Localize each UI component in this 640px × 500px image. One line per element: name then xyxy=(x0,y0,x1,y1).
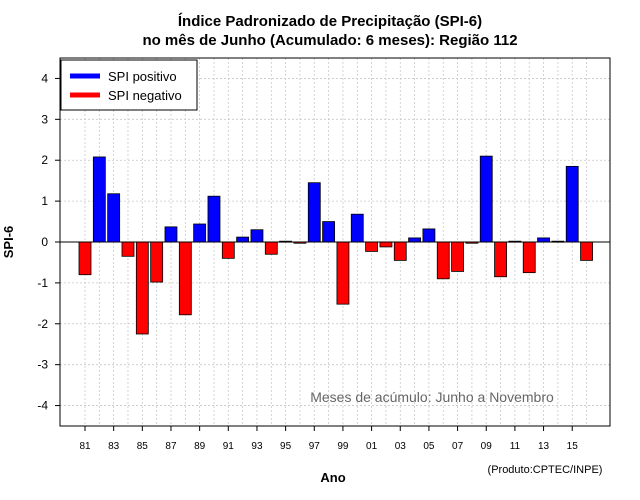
x-tick-label: 99 xyxy=(337,441,349,452)
chart-title-line2: no mês de Junho (Acumulado: 6 meses): Re… xyxy=(142,32,517,49)
y-tick-label: -3 xyxy=(37,358,48,372)
x-tick-label: 81 xyxy=(79,441,91,452)
x-tick-label: 93 xyxy=(251,441,263,452)
x-tick-label: 87 xyxy=(165,441,177,452)
legend: SPI positivo SPI negativo xyxy=(60,59,198,111)
x-tick-label: 05 xyxy=(423,441,435,452)
x-tick-label: 11 xyxy=(510,441,521,452)
x-tick-label: 13 xyxy=(538,441,550,452)
x-tick-label: 85 xyxy=(137,441,149,452)
y-tick-label: 0 xyxy=(41,235,48,249)
bar-1990 xyxy=(207,195,221,243)
bar-2004 xyxy=(408,237,421,243)
bar-1988 xyxy=(178,241,192,316)
y-tick-label: -4 xyxy=(37,399,48,413)
bars-group xyxy=(78,155,593,335)
bar-1982 xyxy=(92,156,106,243)
bar-1984 xyxy=(121,241,135,257)
x-tick-label: 83 xyxy=(108,441,120,452)
legend-box xyxy=(60,59,198,111)
bar-2012 xyxy=(522,241,536,274)
y-axis-label: SPI-6 xyxy=(1,226,16,259)
bar-1987 xyxy=(164,226,178,243)
x-axis-label: Ano xyxy=(320,470,345,485)
bar-2015 xyxy=(565,165,579,243)
chart-title-line1: Índice Padronizado de Precipitação (SPI-… xyxy=(178,13,482,30)
y-tick-label: 4 xyxy=(41,71,48,85)
bar-2005 xyxy=(422,228,436,243)
x-axis: 81 83 85 87 89 91 93 95 97 99 01 03 05 07 09 11 13 15 xyxy=(79,426,578,452)
legend-negative-label: SPI negativo xyxy=(108,88,182,103)
accumulation-note: Meses de acúmulo: Junho a Novembro xyxy=(310,389,554,405)
bar-1997 xyxy=(307,182,321,243)
x-tick-label: 07 xyxy=(452,441,464,452)
y-tick-label: 2 xyxy=(41,153,48,167)
x-tick-label: 97 xyxy=(309,441,321,452)
bar-2013 xyxy=(537,237,550,243)
x-tick-label: 03 xyxy=(395,441,407,452)
x-tick-label: 91 xyxy=(223,441,235,452)
bar-2001 xyxy=(365,241,379,252)
y-tick-label: 3 xyxy=(41,112,48,126)
bar-2007 xyxy=(451,241,464,272)
bar-1999 xyxy=(336,241,350,305)
x-tick-label: 15 xyxy=(567,441,579,452)
x-tick-label: 95 xyxy=(280,441,292,452)
bar-2006 xyxy=(436,241,450,280)
bar-1989 xyxy=(193,223,207,243)
bar-1985 xyxy=(135,241,149,335)
bar-1991 xyxy=(221,241,235,259)
y-tick-label: -1 xyxy=(37,276,48,290)
y-tick-label: 1 xyxy=(41,194,48,208)
product-credit: (Produto:CPTEC/INPE) xyxy=(488,464,603,476)
bar-1983 xyxy=(107,193,121,243)
legend-positive-label: SPI positivo xyxy=(108,69,177,84)
y-tick-label: -2 xyxy=(37,317,48,331)
x-tick-label: 09 xyxy=(481,441,493,452)
bar-1981 xyxy=(78,241,92,276)
bar-1992 xyxy=(236,236,250,243)
bar-2002 xyxy=(379,241,393,248)
bar-1993 xyxy=(250,229,264,243)
bar-2009 xyxy=(479,155,493,243)
bar-2003 xyxy=(393,241,407,261)
x-tick-label: 01 xyxy=(366,441,378,452)
bar-2010 xyxy=(494,241,507,278)
bar-1986 xyxy=(150,241,164,283)
y-axis: -4 -3 -2 -1 0 1 2 3 4 xyxy=(37,71,60,413)
bar-1998 xyxy=(322,221,336,243)
bar-1994 xyxy=(264,241,278,255)
x-tick-label: 89 xyxy=(194,441,206,452)
bar-2016 xyxy=(580,241,593,261)
bar-2000 xyxy=(350,213,364,243)
